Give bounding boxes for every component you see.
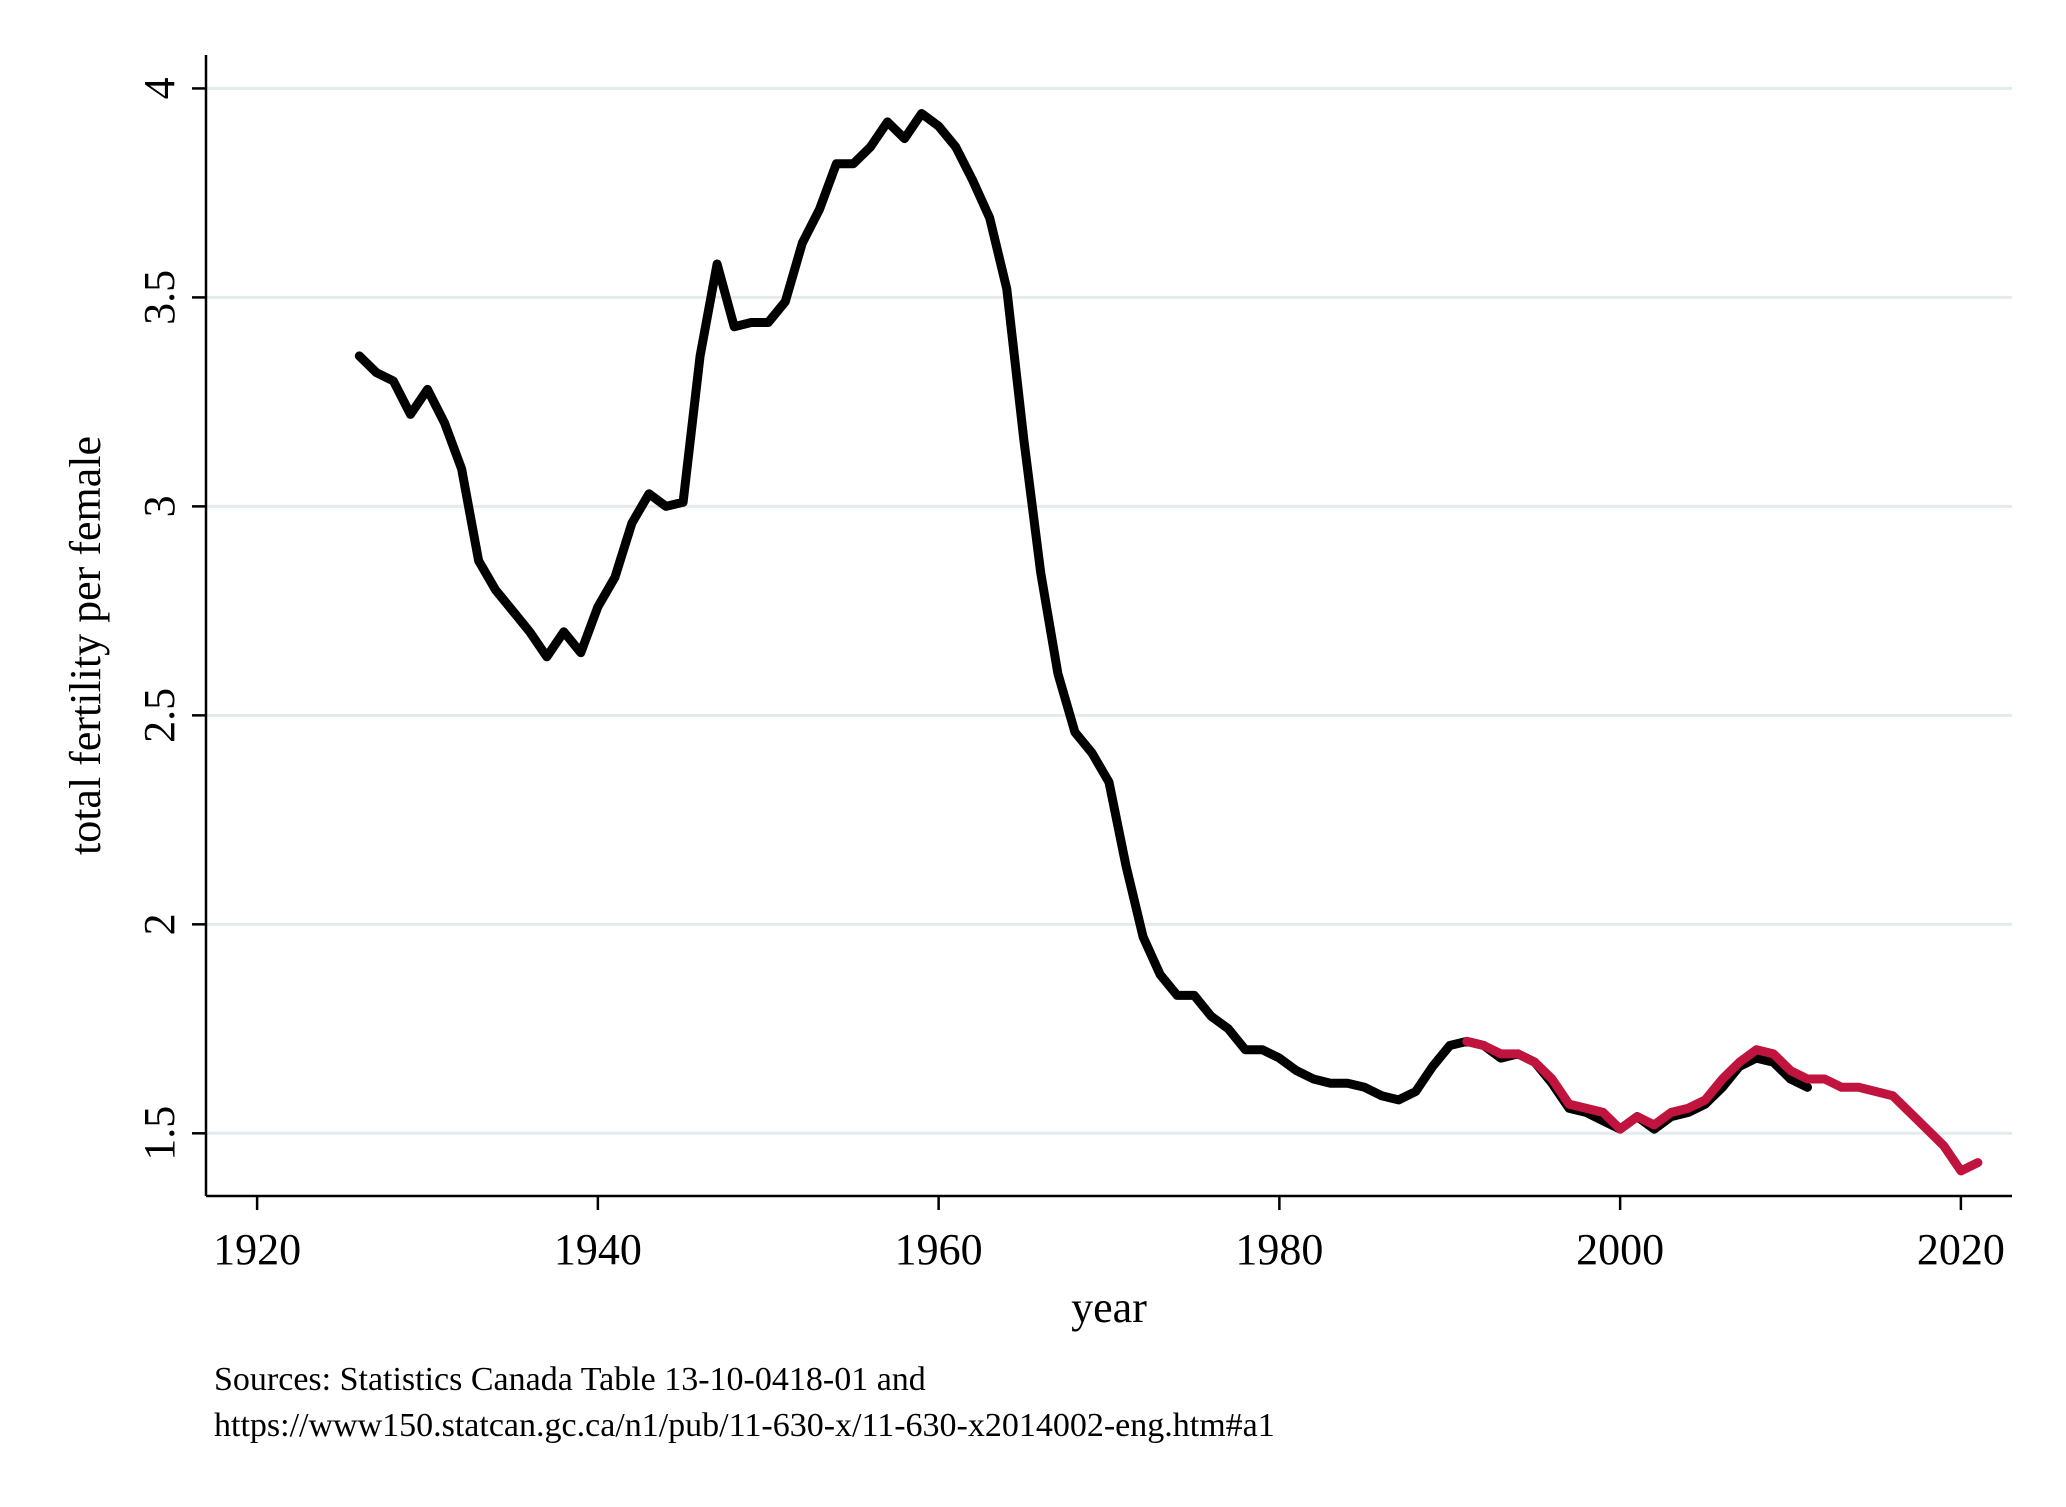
- x-tick-label: 1940: [554, 1225, 642, 1274]
- source-note: https://www150.statcan.gc.ca/n1/pub/11-6…: [214, 1407, 1275, 1444]
- series-lines: [354, 109, 1983, 1176]
- y-axis-title: total fertility per female: [61, 436, 110, 855]
- gridlines: [206, 86, 2012, 1135]
- series-line-red: [1462, 1036, 1983, 1176]
- source-note: Sources: Statistics Canada Table 13-10-0…: [214, 1361, 926, 1398]
- y-tick-label: 3.5: [135, 270, 184, 325]
- x-tick-label: 1920: [213, 1225, 301, 1274]
- y-tick-label: 1.5: [135, 1106, 184, 1161]
- y-tick-label: 3: [135, 495, 184, 517]
- chart-text: 1.5 2 2.5 3 3.5 4 1920 1940 1960 1980 2000 2020 year…: [61, 77, 2005, 1444]
- y-tick-label: 2.5: [135, 688, 184, 743]
- series-line-black: [354, 109, 1812, 1134]
- x-tick-label: 2000: [1576, 1225, 1664, 1274]
- x-tick-label: 1960: [895, 1225, 983, 1274]
- axes: [192, 55, 2012, 1210]
- x-tick-label: 2020: [1917, 1225, 2005, 1274]
- x-tick-label: 1980: [1235, 1225, 1323, 1274]
- y-tick-label: 4: [135, 77, 184, 99]
- y-tick-label: 2: [135, 913, 184, 935]
- x-axis-title: year: [1071, 1283, 1147, 1332]
